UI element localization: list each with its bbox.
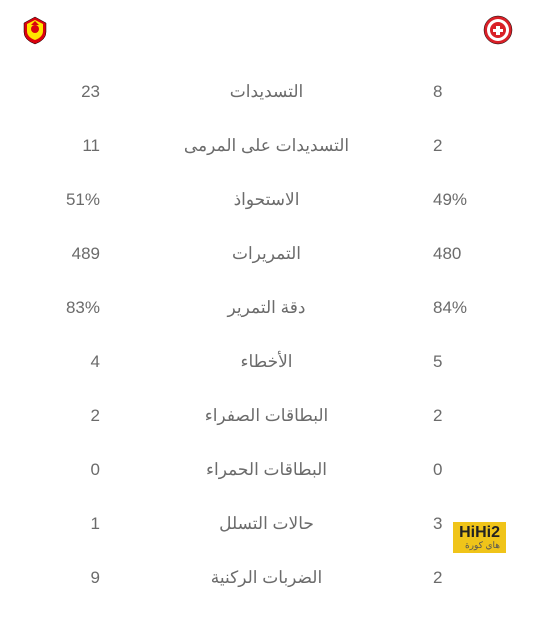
stat-row: 84% دقة التمرير 83%	[20, 281, 513, 335]
watermark-sub: هاي كورة	[459, 541, 500, 551]
stat-right-value: 9	[20, 568, 100, 588]
stats-list: 8 التسديدات 23 2 التسديدات على المرمى 11…	[20, 65, 513, 605]
stat-row: 2 البطاقات الصفراء 2	[20, 389, 513, 443]
stat-right-value: 2	[20, 406, 100, 426]
stat-label: التمريرات	[100, 244, 433, 264]
stat-left-value: 5	[433, 352, 513, 372]
stat-left-value: 2	[433, 136, 513, 156]
stat-right-value: 489	[20, 244, 100, 264]
stat-right-value: 23	[20, 82, 100, 102]
stat-right-value: 0	[20, 460, 100, 480]
stat-row: 0 البطاقات الحمراء 0	[20, 443, 513, 497]
watermark-badge: HiHi2 هاي كورة	[453, 522, 506, 553]
stat-right-value: 4	[20, 352, 100, 372]
stat-label: البطاقات الصفراء	[100, 406, 433, 426]
stat-right-value: 51%	[20, 190, 100, 210]
stat-left-value: 480	[433, 244, 513, 264]
stat-label: التسديدات على المرمى	[100, 136, 433, 156]
stat-right-value: 11	[20, 136, 100, 156]
stat-row: 3 حالات التسلل 1	[20, 497, 513, 551]
stat-label: التسديدات	[100, 82, 433, 102]
stat-row: 5 الأخطاء 4	[20, 335, 513, 389]
team-crests-row	[20, 10, 513, 65]
stat-row: 480 التمريرات 489	[20, 227, 513, 281]
stat-row: 2 الضربات الركنية 9	[20, 551, 513, 605]
stat-label: الاستحواذ	[100, 190, 433, 210]
stat-label: دقة التمرير	[100, 298, 433, 318]
manchester-united-crest-icon	[20, 15, 50, 45]
stat-right-value: 1	[20, 514, 100, 534]
watermark-main: HiHi2	[459, 524, 500, 541]
stat-row: 49% الاستحواذ 51%	[20, 173, 513, 227]
stat-left-value: 84%	[433, 298, 513, 318]
stat-left-value: 2	[433, 568, 513, 588]
stat-row: 2 التسديدات على المرمى 11	[20, 119, 513, 173]
stat-left-value: 2	[433, 406, 513, 426]
stat-left-value: 0	[433, 460, 513, 480]
stat-left-value: 8	[433, 82, 513, 102]
stat-label: الأخطاء	[100, 352, 433, 372]
stat-row: 8 التسديدات 23	[20, 65, 513, 119]
stat-label: حالات التسلل	[100, 514, 433, 534]
stat-right-value: 83%	[20, 298, 100, 318]
brentford-crest-icon	[483, 15, 513, 45]
stat-label: البطاقات الحمراء	[100, 460, 433, 480]
stat-left-value: 49%	[433, 190, 513, 210]
stat-label: الضربات الركنية	[100, 568, 433, 588]
